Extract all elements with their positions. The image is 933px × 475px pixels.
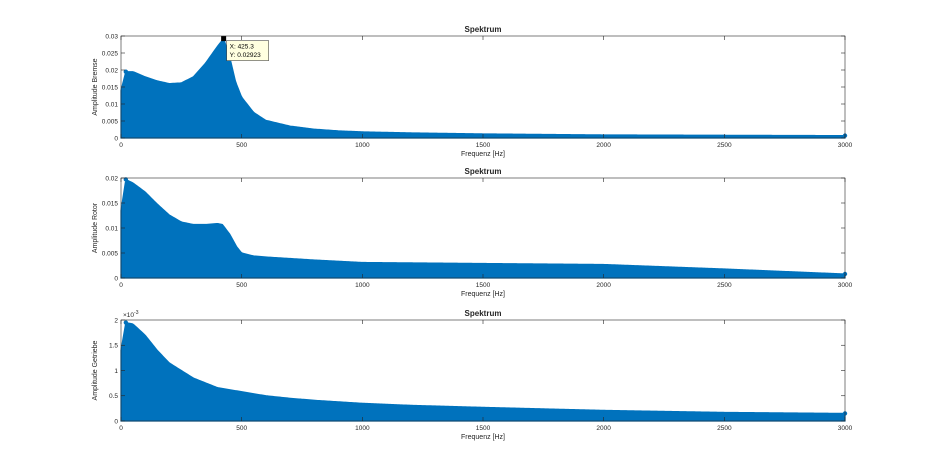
y-tick-label: 0.02 <box>105 175 118 182</box>
y-tick-label: 0.005 <box>102 250 119 257</box>
plot-area <box>120 320 848 422</box>
tick-labels: 0 500 1000 1500 2000 2500 3000 0 0.005 0.01 0.015 0… <box>102 33 853 149</box>
subplot-getriebe[interactable]: Spektrum Frequenz [Hz] Amplitude Getrieb… <box>92 309 853 441</box>
x-axis-label: Frequenz [Hz] <box>461 291 505 298</box>
plot-area <box>120 38 848 139</box>
y-tick-label: 0.01 <box>105 225 118 232</box>
y-tick-label: 0.01 <box>105 101 118 108</box>
x-tick-label: 0 <box>119 282 123 289</box>
subplot-title: Spektrum <box>465 25 502 34</box>
x-tick-label: 1500 <box>476 425 491 432</box>
x-axis-label: Frequenz [Hz] <box>461 434 505 441</box>
data-tip-y: Y: 0.02923 <box>230 52 261 59</box>
x-tick-label: 2000 <box>596 142 611 149</box>
spectrum-area <box>120 322 846 422</box>
data-tip-box <box>226 40 269 61</box>
x-axis-label: Frequenz [Hz] <box>461 151 505 158</box>
y-tick-label: 1 <box>114 368 118 375</box>
x-tick-label: 2500 <box>717 142 732 149</box>
y-tick-label: 0.03 <box>105 33 118 40</box>
y-axis-label: Amplitude Getriebe <box>92 340 99 400</box>
x-tick-label: 1000 <box>355 142 370 149</box>
y-tick-label: 0.015 <box>102 84 119 91</box>
series-start-marker <box>123 69 129 74</box>
x-tick-label: 2000 <box>596 282 611 289</box>
y-axis-label: Amplitude Bremse <box>92 58 99 115</box>
x-tick-label: 1000 <box>355 425 370 432</box>
x-tick-label: 2500 <box>717 282 732 289</box>
y-tick-label: 0.015 <box>102 200 119 207</box>
y-tick-label: 2 <box>114 317 118 324</box>
x-tick-label: 3000 <box>838 282 853 289</box>
data-tip-x: X: 425.3 <box>230 44 255 51</box>
y-tick-label: 0 <box>114 135 118 142</box>
subplot-rotor[interactable]: Spektrum Frequenz [Hz] Amplitude Rotor 0… <box>92 167 853 298</box>
tick-labels: 0 500 1000 1500 2000 2500 3000 0 0.005 0.01 0.015 0… <box>102 175 853 289</box>
x-tick-label: 500 <box>236 282 247 289</box>
spectrum-area <box>120 38 846 139</box>
x-tick-label: 1500 <box>476 282 491 289</box>
x-tick-label: 1000 <box>355 282 370 289</box>
x-tick-label: 2500 <box>717 425 732 432</box>
y-tick-label: 0.5 <box>109 393 118 400</box>
y-tick-label: 0.005 <box>102 118 119 125</box>
data-tip-marker[interactable] <box>221 36 227 42</box>
tick-labels: 0 500 1000 1500 2000 2500 3000 0 0.5 1 1.5 2 <box>109 317 853 432</box>
y-scale-base: ×10 <box>123 312 134 319</box>
x-tick-label: 500 <box>236 425 247 432</box>
series-start-marker <box>123 177 129 182</box>
y-tick-label: 0 <box>114 275 118 282</box>
plot-area <box>120 177 848 279</box>
data-tip[interactable]: X: 425.3 Y: 0.02923 <box>221 36 269 61</box>
spectrum-area <box>120 179 846 279</box>
subplot-title: Spektrum <box>465 167 502 176</box>
y-tick-label: 0 <box>114 418 118 425</box>
x-tick-label: 0 <box>119 425 123 432</box>
y-tick-label: 0.025 <box>102 50 119 57</box>
subplot-bremse[interactable]: Spektrum Frequenz [Hz] Amplitude Bremse … <box>92 25 853 158</box>
y-scale-power: -3 <box>134 310 139 316</box>
x-tick-label: 1500 <box>476 142 491 149</box>
y-tick-label: 1.5 <box>109 343 118 350</box>
y-axis-label: Amplitude Rotor <box>92 202 99 253</box>
y-tick-label: 0.02 <box>105 67 118 74</box>
series-start-marker <box>123 320 129 325</box>
x-tick-label: 500 <box>236 142 247 149</box>
x-tick-label: 3000 <box>838 425 853 432</box>
x-tick-label: 3000 <box>838 142 853 149</box>
x-tick-label: 2000 <box>596 425 611 432</box>
y-scale-exponent: ×10-3 <box>123 310 139 319</box>
x-tick-label: 0 <box>119 142 123 149</box>
subplot-title: Spektrum <box>465 309 502 318</box>
